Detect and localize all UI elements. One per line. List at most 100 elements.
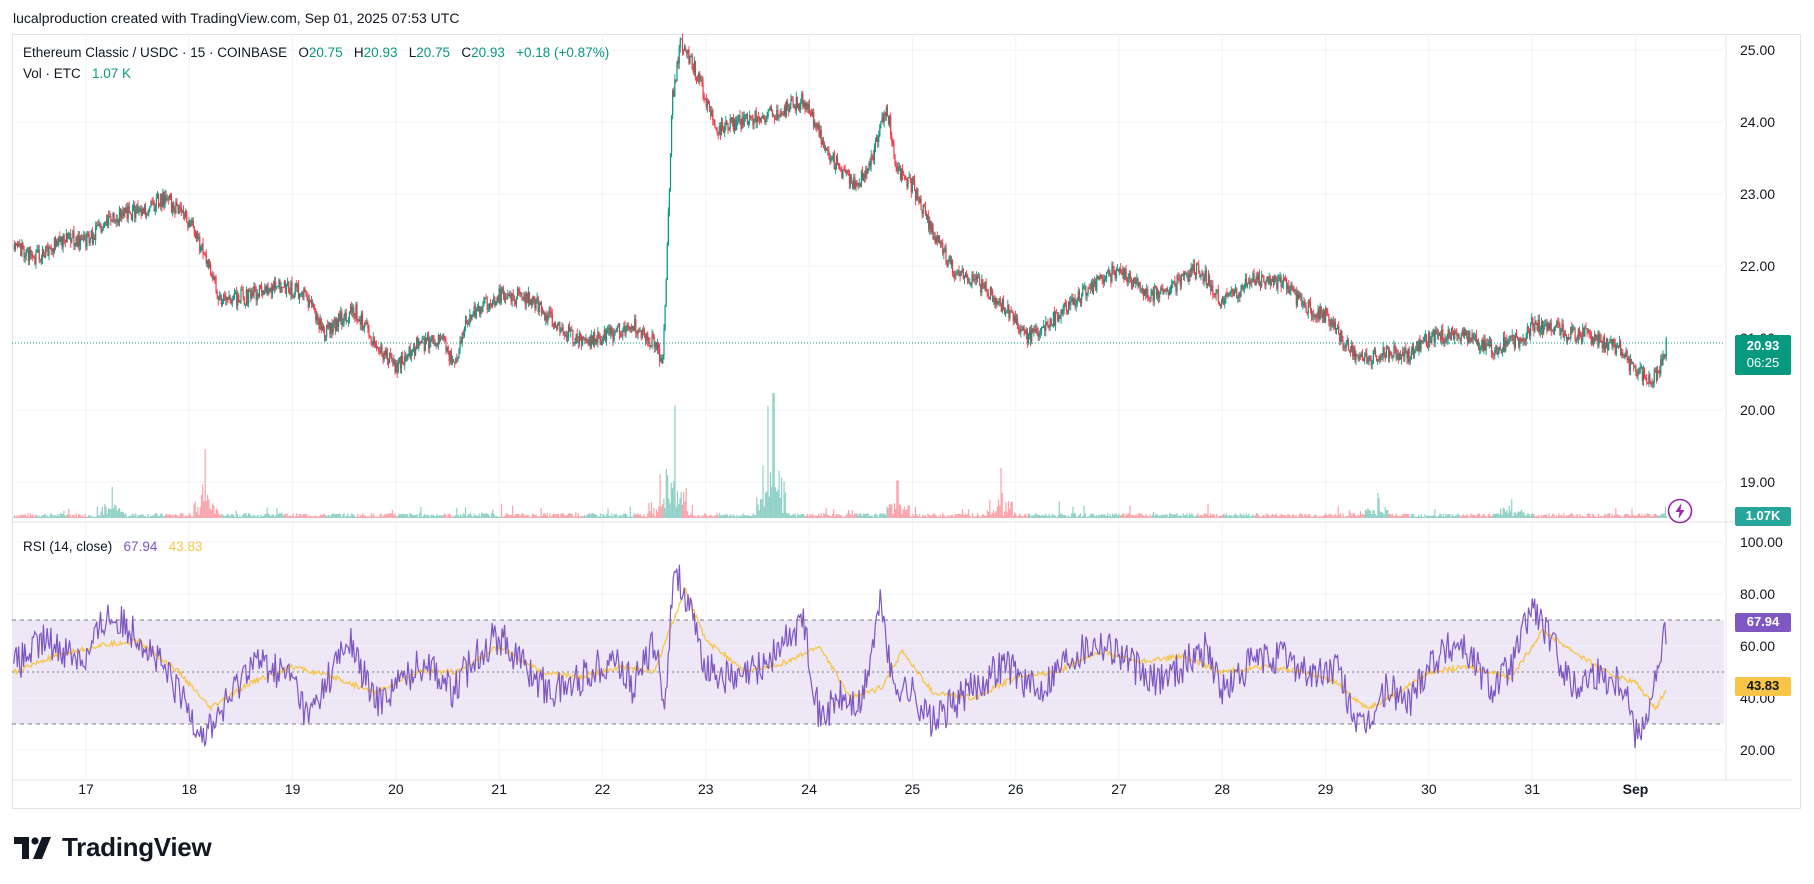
volume-bar — [1066, 516, 1068, 518]
lightning-icon[interactable] — [1667, 498, 1693, 524]
volume-bar — [544, 513, 546, 518]
candle — [1514, 332, 1517, 348]
candle — [1643, 370, 1646, 378]
volume-bar — [613, 513, 615, 518]
volume-bar — [126, 516, 128, 518]
volume-bar — [1269, 516, 1271, 518]
volume-bar — [318, 516, 320, 518]
candle — [510, 294, 512, 302]
volume-bar — [430, 515, 432, 518]
price-legend: Ethereum Classic / USDC · 15 · COINBASE … — [23, 45, 609, 60]
candle — [1056, 312, 1058, 314]
volume-bar — [95, 516, 97, 518]
volume-bar — [512, 505, 514, 518]
candle — [346, 321, 348, 323]
volume-bar — [1069, 516, 1072, 518]
y-tick-label: 23.00 — [1740, 186, 1775, 202]
candle — [1126, 277, 1128, 283]
candle — [187, 222, 189, 228]
volume-bar — [304, 514, 307, 518]
volume-label[interactable]: Vol · ETC — [23, 66, 81, 81]
candle — [956, 273, 958, 275]
volume-bar — [1549, 516, 1551, 518]
volume-bar — [1031, 514, 1033, 518]
volume-bar — [659, 474, 661, 518]
candle — [599, 333, 601, 341]
volume-bar — [851, 510, 853, 518]
volume-bar — [680, 491, 682, 518]
candle — [962, 269, 964, 279]
candle — [1128, 274, 1130, 279]
candle — [801, 93, 803, 104]
candle — [191, 220, 193, 224]
candle — [418, 341, 420, 349]
volume-bar — [1283, 514, 1285, 518]
volume-bar — [219, 514, 221, 518]
candle — [680, 38, 682, 40]
volume-bar — [592, 513, 594, 518]
candle — [358, 319, 360, 321]
volume-bar — [300, 513, 302, 518]
volume-bar — [34, 515, 36, 518]
volume-bar — [1121, 513, 1124, 518]
candle — [637, 330, 639, 334]
volume-bar — [423, 513, 426, 518]
volume-bar — [898, 503, 900, 518]
volume-bar — [542, 513, 545, 518]
volume-bar — [71, 515, 74, 518]
candle — [682, 50, 685, 52]
candle — [1365, 353, 1367, 356]
volume-bar — [581, 515, 583, 518]
volume-bar — [980, 516, 982, 518]
candle — [521, 293, 523, 298]
candle — [527, 292, 530, 303]
candle — [700, 79, 702, 81]
candle — [744, 114, 746, 117]
volume-bar — [875, 513, 877, 518]
volume-bar — [401, 513, 403, 518]
volume-bar — [670, 483, 672, 518]
volume-bar — [1088, 516, 1090, 518]
candle — [1405, 348, 1407, 351]
candle — [422, 338, 424, 340]
candle — [633, 326, 635, 331]
chart-canvas[interactable]: 17 18 19 20 21 22 23 24 25 26 27 28 29 30 31 Sep19.0020… — [0, 0, 1814, 820]
candle — [1463, 329, 1466, 336]
volume-bar — [1574, 516, 1576, 518]
volume-bar — [825, 508, 827, 518]
candle — [690, 55, 692, 57]
volume-bar — [938, 516, 940, 518]
volume-bar — [22, 515, 24, 518]
candle — [1642, 370, 1645, 381]
candle — [1307, 301, 1309, 314]
candle — [1321, 313, 1323, 318]
symbol-label[interactable]: Ethereum Classic / USDC · 15 · COINBASE — [23, 45, 288, 60]
volume-bar — [531, 513, 534, 518]
candle — [1560, 331, 1562, 335]
tradingview-logo[interactable]: TradingView — [14, 832, 212, 863]
candle — [1149, 297, 1151, 299]
volume-bar — [1478, 513, 1481, 518]
volume-bar — [275, 515, 277, 518]
volume-bar — [256, 515, 258, 518]
volume-bar — [1347, 515, 1349, 518]
volume-bar — [1372, 510, 1374, 518]
volume-bar — [19, 515, 22, 518]
volume-bar — [1207, 503, 1209, 518]
volume-bar — [618, 515, 620, 518]
candle — [1146, 289, 1148, 295]
candle — [1418, 339, 1420, 352]
candle — [1086, 293, 1088, 296]
volume-bar — [1291, 514, 1293, 518]
rsi-label[interactable]: RSI (14, close) — [23, 539, 113, 554]
volume-bar — [1276, 515, 1279, 518]
volume-bar — [1596, 516, 1598, 518]
candle — [1377, 359, 1379, 361]
volume-bar — [895, 508, 897, 518]
candle — [860, 171, 863, 187]
volume-bar — [1605, 515, 1607, 518]
candle — [455, 358, 457, 363]
volume-bar — [1108, 516, 1110, 518]
candle — [932, 224, 934, 239]
volume-bar — [612, 516, 614, 518]
